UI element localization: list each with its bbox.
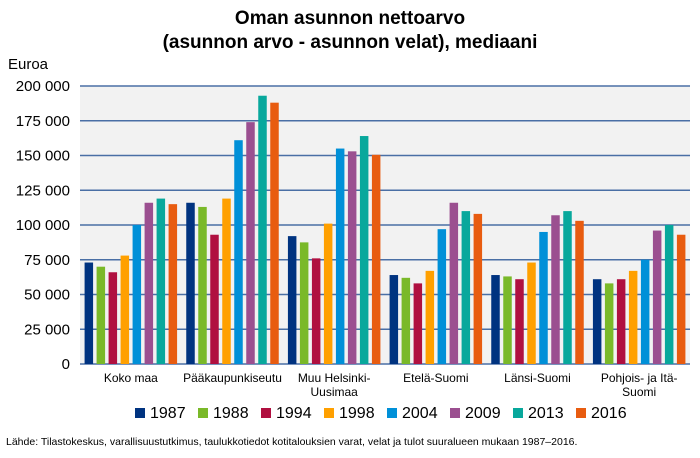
bar-2004 [437,229,447,364]
bar-2013 [258,95,267,364]
x-tick-label: Suomi [622,385,656,399]
bar-1988 [299,242,309,364]
bar-2009 [652,230,662,364]
bar-1994 [616,279,626,364]
x-tick-label: Uusimaa [310,385,358,399]
x-tick-label: Pääkaupunkiseutu [183,371,282,385]
bar-2016 [473,213,483,364]
bar-1994 [210,234,219,364]
legend-label-1994: 1994 [276,405,312,422]
legend-label-1987: 1987 [150,405,186,422]
legend-label-2013: 2013 [528,405,564,422]
bar-1987 [186,202,195,364]
bar-2009 [144,202,154,364]
chart-subtitle: (asunnon arvo - asunnon velat), mediaani [162,32,538,53]
bar-1998 [628,270,638,364]
legend-swatch-1994 [261,408,271,418]
bar-1994 [515,279,524,364]
legend-swatch-2013 [513,408,523,418]
y-tick-label: 75 000 [24,252,70,269]
x-tick-label: Etelä-Suomi [403,371,468,385]
bar-1987 [491,275,500,364]
bar-2004 [640,259,650,364]
x-tick-label: Koko maa [104,371,158,385]
bar-2004 [234,140,243,364]
y-tick-label: 200 000 [16,78,70,95]
y-tick-label: 150 000 [16,148,70,165]
bar-1987 [84,262,94,364]
x-tick-label: Länsi-Suomi [504,371,571,385]
bar-2013 [156,198,166,364]
legend-label-2009: 2009 [465,405,501,422]
bar-1987 [287,236,297,364]
bar-1994 [311,258,321,364]
bar-2013 [359,136,369,364]
bar-2004 [335,148,345,364]
bar-1988 [96,266,106,364]
bar-1998 [120,255,130,364]
bar-2013 [664,225,674,364]
legend-label-1988: 1988 [213,405,249,422]
legend-swatch-2004 [387,408,397,418]
bar-1994 [108,272,118,364]
bar-2016 [270,102,279,365]
bar-2016 [575,220,584,364]
legend-label-2004: 2004 [402,405,438,422]
bar-2009 [449,202,459,364]
legend-swatch-1987 [135,408,145,418]
y-tick-label: 50 000 [24,287,70,304]
source-note: Lähde: Tilastokeskus, varallisuustutkimu… [6,436,578,448]
y-tick-label: 125 000 [16,182,70,199]
bar-1998 [425,270,435,364]
legend-label-1998: 1998 [339,405,375,422]
bar-2016 [371,154,381,364]
bar-1988 [604,283,614,364]
bar-1987 [592,279,602,364]
bar-2013 [563,211,572,364]
legend-swatch-1988 [198,408,208,418]
y-axis-label: Euroa [8,56,49,73]
bar-2004 [132,225,142,364]
bar-1988 [503,276,512,364]
bar-1987 [389,275,399,364]
legend-swatch-2016 [576,408,586,418]
bar-2009 [246,122,255,364]
legend-swatch-2009 [450,408,460,418]
chart-title: Oman asunnon nettoarvo [234,8,466,29]
y-tick-label: 100 000 [16,217,70,234]
legend-label-2016: 2016 [591,405,627,422]
bar-1988 [401,277,411,364]
legend-swatch-1998 [324,408,334,418]
bar-2009 [551,215,560,364]
y-tick-label: 175 000 [16,113,70,130]
bar-1994 [413,283,423,364]
bar-1998 [222,198,231,364]
bar-1998 [323,223,333,364]
bar-2009 [347,151,357,364]
x-tick-label: Muu Helsinki- [298,371,371,385]
y-tick-label: 25 000 [24,321,70,338]
y-tick-label: 0 [62,356,70,373]
bar-2016 [676,234,686,364]
bar-1998 [527,262,536,364]
bar-2013 [461,211,471,364]
bar-2016 [168,204,178,364]
x-tick-label: Pohjois- ja Itä- [601,371,678,385]
bar-1988 [198,206,207,364]
bar-2004 [539,231,548,364]
